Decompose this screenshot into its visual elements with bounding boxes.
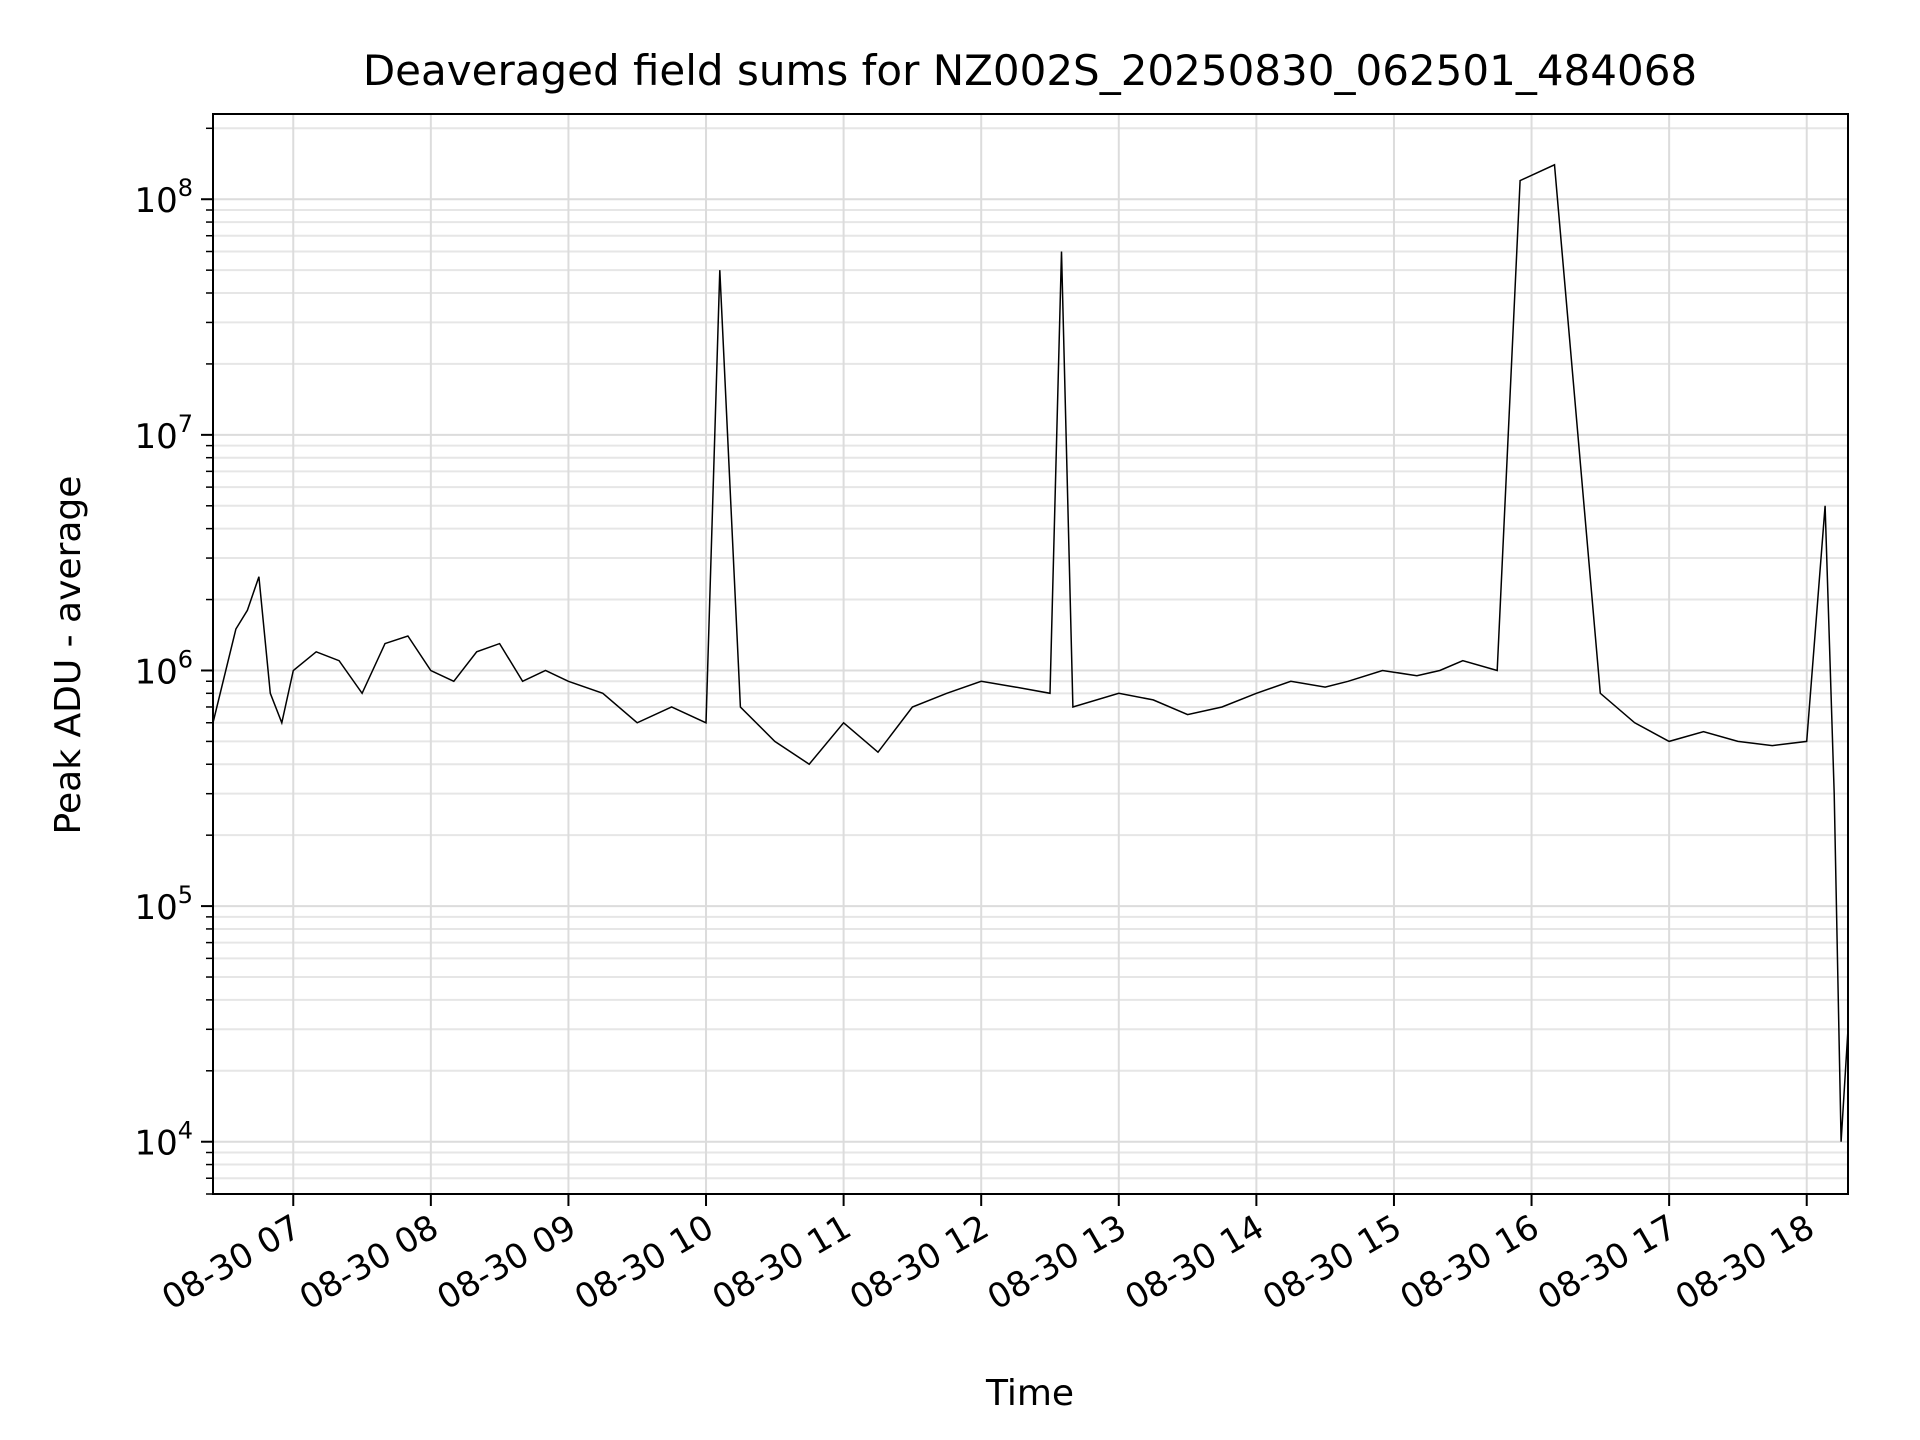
x-tick-label: 08-30 12 bbox=[843, 1207, 995, 1318]
series-0-line bbox=[212, 163, 1849, 1142]
x-tick-label: 08-30 13 bbox=[981, 1207, 1133, 1318]
x-tick-label: 08-30 18 bbox=[1669, 1207, 1821, 1318]
y-tick-label: 104 bbox=[134, 1117, 193, 1164]
x-tick-label: 08-30 07 bbox=[155, 1207, 307, 1318]
x-tick-label: 08-30 10 bbox=[568, 1207, 720, 1318]
x-tick-label: 08-30 09 bbox=[431, 1207, 583, 1318]
series-line bbox=[212, 163, 1849, 1142]
y-tick-label: 105 bbox=[134, 881, 193, 928]
y-axis-ticks: 104 105 106 107 108 bbox=[134, 127, 213, 1195]
x-tick-label: 08-30 15 bbox=[1256, 1207, 1408, 1318]
y-tick-label: 106 bbox=[134, 645, 193, 692]
y-tick-label: 107 bbox=[134, 410, 193, 457]
x-tick-label: 08-30 08 bbox=[293, 1207, 445, 1318]
x-tick-label: 08-30 17 bbox=[1531, 1207, 1683, 1318]
x-axis-label: Time bbox=[985, 1373, 1074, 1414]
x-tick-label: 08-30 16 bbox=[1394, 1207, 1546, 1318]
x-tick-label: 08-30 14 bbox=[1118, 1207, 1270, 1318]
y-tick-label: 108 bbox=[134, 174, 193, 221]
plot-frame bbox=[212, 113, 1849, 1195]
chart-title: Deaveraged field sums for NZ002S_2025083… bbox=[363, 46, 1697, 95]
y-axis-label: Peak ADU - average bbox=[48, 476, 89, 835]
x-tick-label: 08-30 11 bbox=[706, 1207, 858, 1318]
grid bbox=[213, 114, 1848, 1195]
